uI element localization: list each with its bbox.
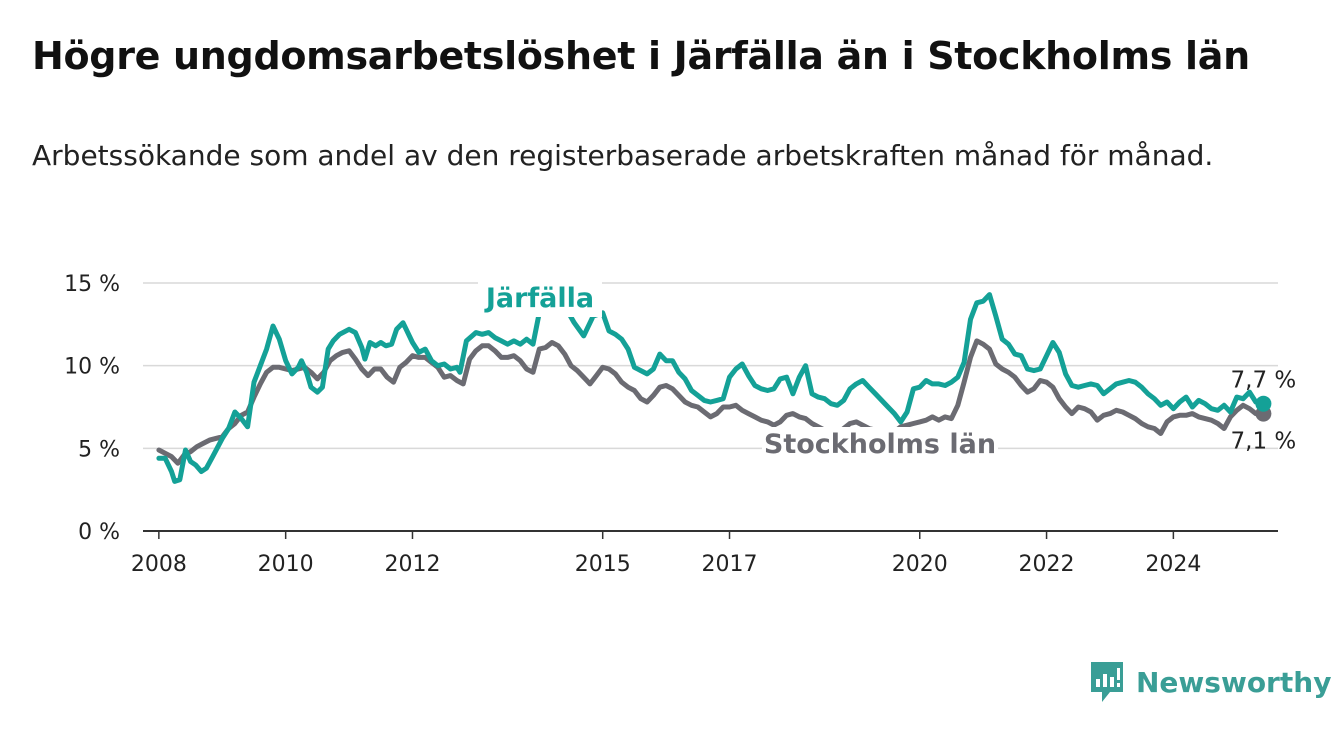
label-halo <box>478 281 602 317</box>
x-tick-label: 2022 <box>1019 552 1075 577</box>
x-axis-ticks: 2008 2010 2012 2015 2017 2020 2022 2024 <box>131 531 1201 577</box>
brand-name: Newsworthy <box>1136 665 1332 699</box>
end-value-label-jarfalla: 7,7 % <box>1231 368 1297 394</box>
gridlines <box>143 282 1278 450</box>
chart-subtitle: Arbetssökande som andel av den registerb… <box>32 139 1214 172</box>
series-label-stockholms-lan: Stockholms län <box>764 429 996 460</box>
y-tick-label: 5 % <box>78 437 120 462</box>
series-labels: Järfälla Stockholms län 7,7 % 7,1 % <box>478 281 1296 463</box>
y-tick-label: 0 % <box>78 520 120 545</box>
x-tick-label: 2012 <box>384 552 440 577</box>
y-tick-label: 10 % <box>64 355 120 380</box>
x-tick-label: 2024 <box>1145 552 1201 577</box>
x-tick-label: 2010 <box>258 552 314 577</box>
chart-title: Högre ungdomsarbetslöshet i Järfälla än … <box>32 34 1250 78</box>
x-tick-label: 2017 <box>702 552 758 577</box>
series-jarfalla <box>156 292 1272 484</box>
y-axis-ticks: 0 % 5 % 10 % 15 % <box>64 272 120 545</box>
stockholms-lan-line <box>156 338 1266 466</box>
newsworthy-brand: Newsworthy <box>1088 660 1331 704</box>
jarfalla-end-point <box>1255 395 1272 412</box>
jarfalla-line <box>156 292 1266 484</box>
x-tick-label: 2015 <box>575 552 631 577</box>
x-tick-label: 2020 <box>892 552 948 577</box>
x-tick-label: 2008 <box>131 552 187 577</box>
label-halo <box>762 427 998 463</box>
end-value-label-stockholms-lan: 7,1 % <box>1231 429 1297 455</box>
newsworthy-chart-logo-icon <box>1091 662 1123 702</box>
y-tick-label: 15 % <box>64 272 120 297</box>
series-label-jarfalla: Järfälla <box>484 283 594 314</box>
